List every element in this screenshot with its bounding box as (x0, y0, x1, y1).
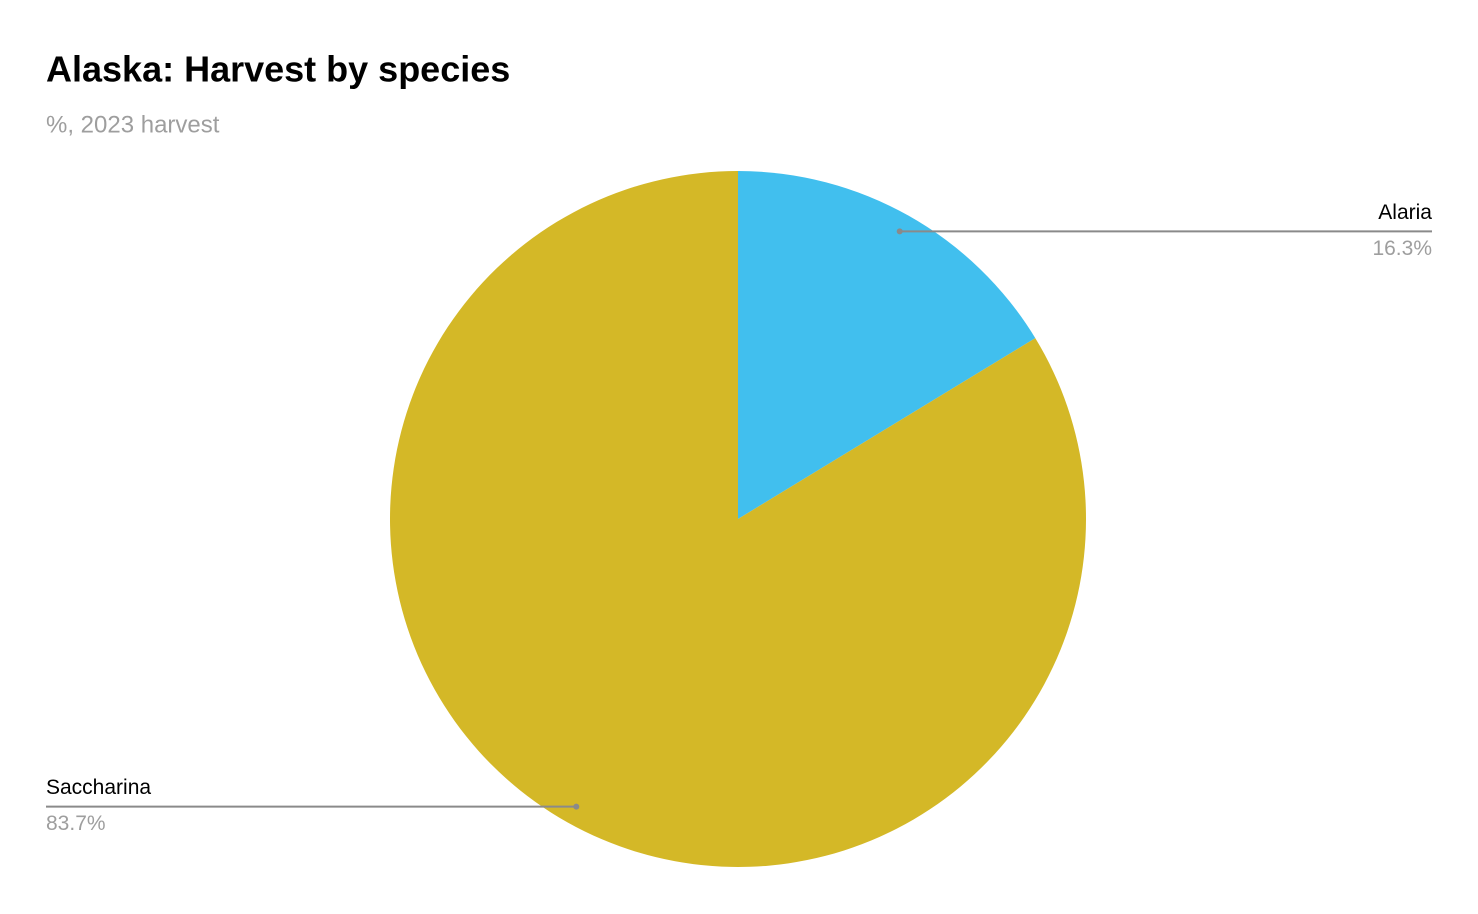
slice-label: Saccharina (46, 776, 151, 799)
slice-label: Alaria (1378, 201, 1432, 224)
chart-subtitle: %, 2023 harvest (46, 111, 220, 138)
chart-title: Alaska: Harvest by species (46, 49, 510, 90)
slice-value: 16.3% (1372, 237, 1432, 260)
pie-slice (738, 171, 1036, 519)
leader-dot (896, 228, 903, 235)
leader-dot (573, 803, 580, 810)
pie-slice (390, 171, 1086, 868)
slice-value: 83.7% (46, 812, 106, 835)
